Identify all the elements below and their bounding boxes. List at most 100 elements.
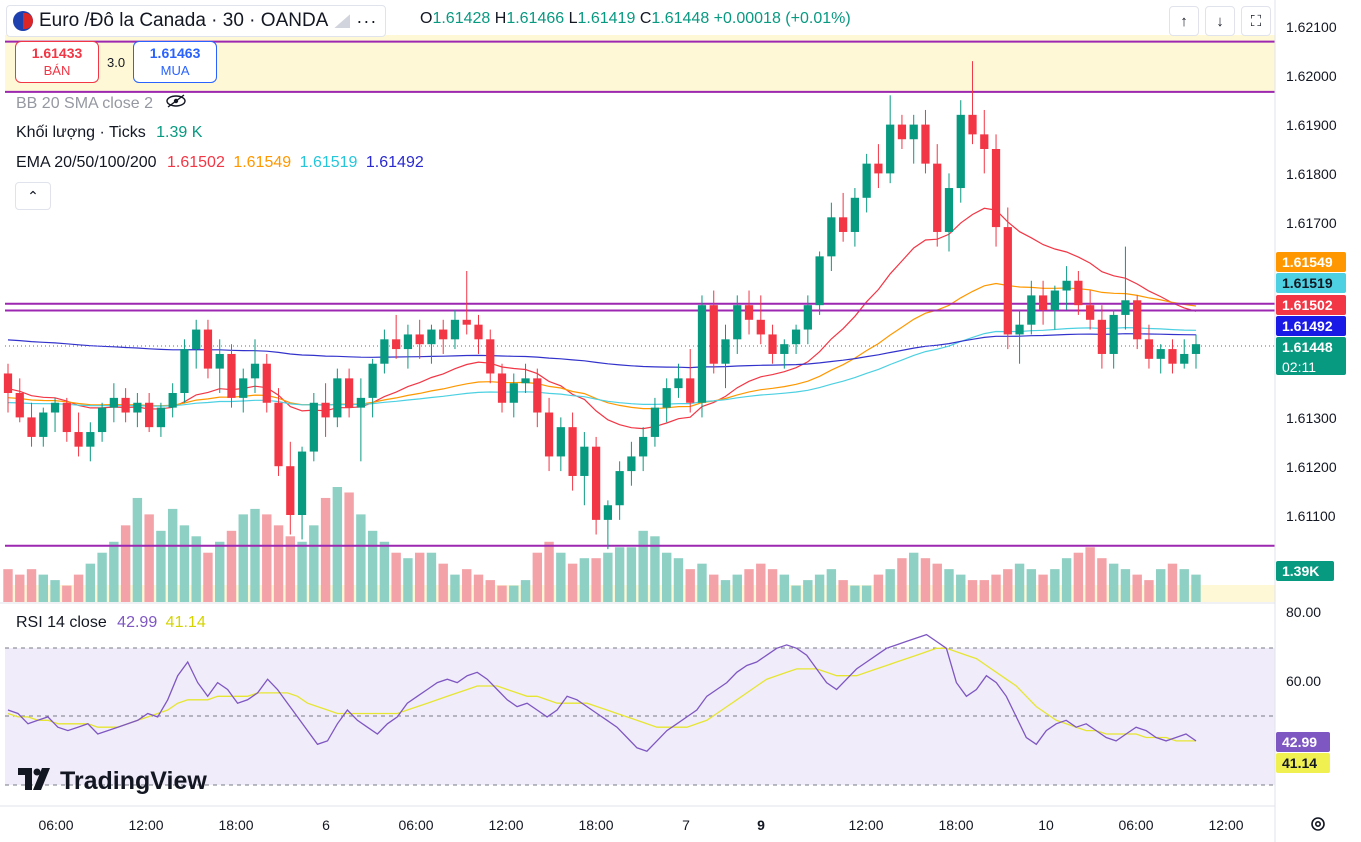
volume-bar [544, 541, 554, 602]
volume-bar [109, 541, 119, 602]
price-tick: 1.62100 [1286, 19, 1337, 35]
volume-bar [167, 508, 178, 602]
more-options-icon[interactable]: ··· [356, 10, 378, 31]
volume-bar [144, 514, 154, 602]
rsi-ma-badge: 41.14 [1276, 753, 1330, 773]
candle-body [509, 383, 518, 403]
price-tick: 1.61700 [1286, 215, 1337, 231]
volume-bar [309, 525, 319, 602]
eye-hidden-icon[interactable] [165, 94, 187, 112]
volume-bar [344, 492, 354, 602]
chart-settings-icon[interactable] [1308, 814, 1328, 839]
candle-body [333, 378, 342, 418]
candle-body [744, 305, 754, 320]
volume-bar [673, 558, 684, 602]
time-tick: 12:00 [848, 817, 884, 833]
candle-body [309, 402, 318, 452]
ohlc-readout: O1.61428 H1.61466 L1.61419 C1.61448 +0.0… [420, 10, 851, 28]
candle-body [709, 305, 718, 364]
candle-body [286, 466, 295, 515]
ema20-value: 1.61502 [167, 154, 225, 171]
volume-bar [15, 574, 25, 602]
volume-bar [450, 574, 460, 602]
volume-bar [814, 574, 825, 602]
candle-body [1027, 295, 1036, 325]
volume-bar [1144, 580, 1154, 602]
ema-legend-label: EMA 20/50/100/200 [16, 154, 157, 171]
maximize-pane-button[interactable]: ⛶ [1241, 6, 1271, 36]
candle-body [168, 393, 177, 408]
buy-price: 1.61463 [149, 45, 201, 61]
bb-legend-label: BB 20 SMA close 2 [16, 95, 153, 112]
volume-bar [956, 574, 966, 602]
volume-bar [73, 574, 84, 602]
rsi-legend-label: RSI 14 close [16, 614, 107, 631]
chevron-up-icon: ⌃ [27, 187, 39, 204]
ema-lines [7, 207, 1197, 430]
candle-body [733, 305, 742, 340]
price-tick: 1.61100 [1286, 508, 1336, 524]
volume-bar [179, 525, 190, 602]
bb-legend[interactable]: BB 20 SMA close 2 [16, 94, 187, 113]
candle-body [368, 363, 377, 398]
price-tick: 1.61900 [1286, 117, 1337, 133]
rsi-lines [7, 633, 1197, 752]
sell-button[interactable]: 1.61433 BÁN [15, 41, 99, 83]
candle-body [580, 446, 589, 476]
volume-bar [932, 563, 942, 602]
volume-bar [732, 574, 742, 602]
tradingview-logo[interactable]: TradingView [18, 766, 207, 797]
candle-body [1050, 290, 1059, 311]
move-pane-down-button[interactable]: ↓ [1205, 6, 1235, 36]
arrow-down-icon: ↓ [1216, 12, 1224, 30]
candle-body [650, 407, 660, 437]
move-pane-up-button[interactable]: ↑ [1169, 6, 1199, 36]
candle-body [133, 402, 142, 413]
candle-body [1121, 300, 1130, 315]
last-price-value: 1.61448 [1282, 339, 1333, 355]
candle-body [768, 334, 777, 354]
symbol-title[interactable]: Euro /Đô la Canada · 30 · OANDA [39, 10, 329, 31]
collapse-legend-button[interactable]: ⌃ [15, 182, 51, 210]
volume-bar [250, 508, 260, 602]
ohlc-open-label: O [420, 10, 433, 27]
candle-body [1180, 353, 1189, 364]
candle-body [556, 427, 565, 457]
candle-body [274, 402, 283, 467]
volume-bar [203, 552, 213, 602]
ema100-line [7, 326, 1197, 407]
volume-bar [391, 552, 401, 602]
volume-bar [826, 569, 837, 602]
volume-bar [320, 497, 331, 602]
volume-legend[interactable]: Khối lượng · Ticks 1.39 K [16, 124, 202, 142]
candle-countdown: 02:11 [1282, 359, 1316, 375]
volume-bar [262, 514, 272, 602]
ema200-price-badge: 1.61492 [1276, 316, 1346, 336]
candle-body [344, 378, 354, 408]
sell-price: 1.61433 [31, 45, 83, 61]
time-tick: 9 [757, 817, 765, 833]
buy-button[interactable]: 1.61463 MUA [133, 41, 218, 83]
volume-bar [991, 574, 1001, 602]
candle-body [686, 378, 695, 403]
volume-bar [603, 552, 613, 602]
ohlc-low: 1.61419 [577, 10, 636, 27]
volume-bar [591, 558, 601, 602]
rsi-ma-line [7, 647, 1196, 742]
arrow-up-icon: ↑ [1180, 12, 1188, 30]
volume-bar [97, 552, 107, 602]
volume-bar [403, 558, 413, 602]
candle-body [886, 124, 895, 174]
volume-bar [1156, 569, 1166, 602]
volume-bar [567, 563, 578, 602]
symbol-box[interactable]: Euro /Đô la Canada · 30 · OANDA ··· [6, 5, 387, 37]
ema-legend[interactable]: EMA 20/50/100/200 1.61502 1.61549 1.6151… [16, 154, 424, 172]
candle-body [721, 339, 730, 364]
volume-bar [238, 514, 248, 602]
candle-body [1015, 324, 1024, 335]
candle-body [521, 378, 530, 384]
rsi-legend[interactable]: RSI 14 close 42.99 41.14 [16, 614, 206, 632]
volume-bar [520, 580, 531, 602]
volume-bar [332, 487, 343, 602]
